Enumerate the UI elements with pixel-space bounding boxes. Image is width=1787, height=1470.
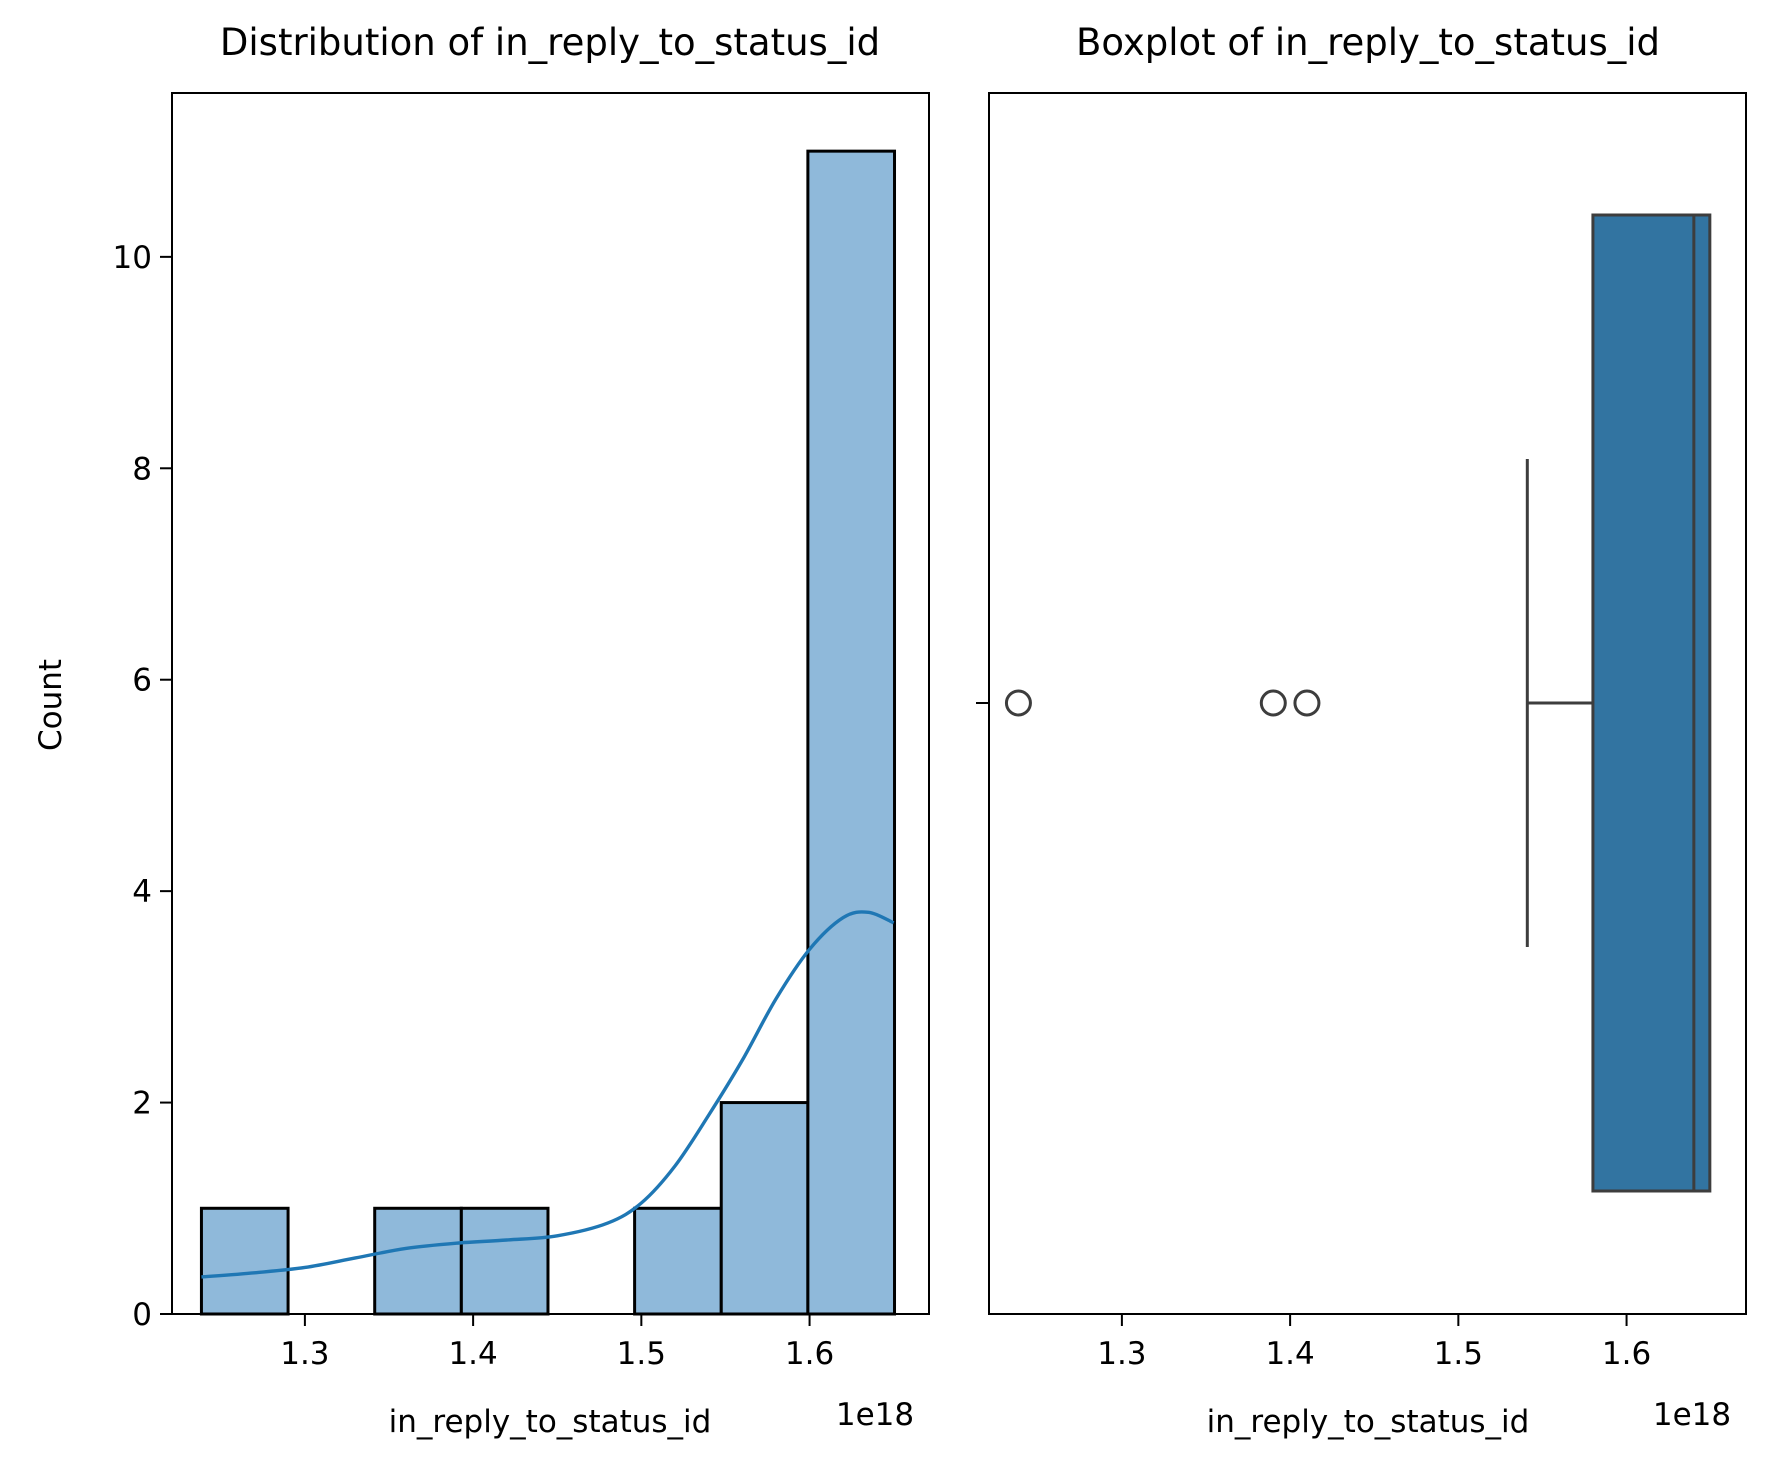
histogram-y-tick-label: 8 (132, 451, 152, 487)
boxplot-x-tick-label: 1.5 (1434, 1336, 1483, 1372)
histogram-bar (373, 1206, 463, 1316)
histogram-y-tick-label: 10 (113, 240, 152, 276)
kde-line (201, 910, 895, 1279)
boxplot-panel: Boxplot of in_reply_to_status_id 1.3 1.4 1… (976, 21, 1747, 1440)
boxplot-box (1591, 213, 1712, 1193)
histogram-x-tick-label: 1.4 (448, 1336, 497, 1372)
histogram-x-tick-label: 1.6 (785, 1336, 834, 1372)
boxplot-title: Boxplot of in_reply_to_status_id (1076, 21, 1660, 64)
histogram-y-tick-label: 6 (132, 663, 152, 699)
histogram-x-tick-label: 1.5 (617, 1336, 666, 1372)
boxplot-outlier (1004, 689, 1032, 717)
histogram-x-offset-label: 1e18 (836, 1397, 914, 1433)
histogram-y-ticks: 0 2 4 6 8 10 (113, 240, 172, 1333)
histogram-bars (199, 149, 897, 1316)
histogram-bar (633, 1206, 723, 1316)
boxplot-x-offset-label: 1e18 (1653, 1397, 1731, 1433)
histogram-bar (199, 1206, 290, 1316)
histogram-title: Distribution of in_reply_to_status_id (220, 21, 880, 64)
histogram-bar (459, 1206, 550, 1316)
histogram-bar (806, 149, 897, 1316)
histogram-x-axis-label: in_reply_to_status_id (389, 1404, 712, 1440)
boxplot-x-tick-label: 1.6 (1602, 1336, 1651, 1372)
histogram-y-tick-label: 4 (132, 874, 152, 910)
histogram-bar (719, 1101, 810, 1316)
histogram-y-tick-label: 2 (132, 1086, 152, 1122)
boxplot-x-ticks: 1.3 1.4 1.5 1.6 (1097, 1314, 1651, 1372)
boxplot-x-tick-label: 1.3 (1097, 1336, 1146, 1372)
histogram-panel: Distribution of in_reply_to_status_id 1.… (33, 21, 930, 1440)
histogram-plot-frame (171, 92, 930, 1315)
boxplot-x-tick-label: 1.4 (1265, 1336, 1314, 1372)
histogram-x-tick-label: 1.3 (280, 1336, 329, 1372)
histogram-y-tick-label: 0 (132, 1297, 152, 1333)
histogram-y-axis-label: Count (33, 659, 69, 751)
boxplot-marks (1004, 213, 1712, 1193)
boxplot-outlier (1259, 689, 1287, 717)
histogram-x-ticks: 1.3 1.4 1.5 1.6 (280, 1314, 834, 1372)
boxplot-outlier (1293, 689, 1321, 717)
boxplot-x-axis-label: in_reply_to_status_id (1207, 1404, 1530, 1440)
